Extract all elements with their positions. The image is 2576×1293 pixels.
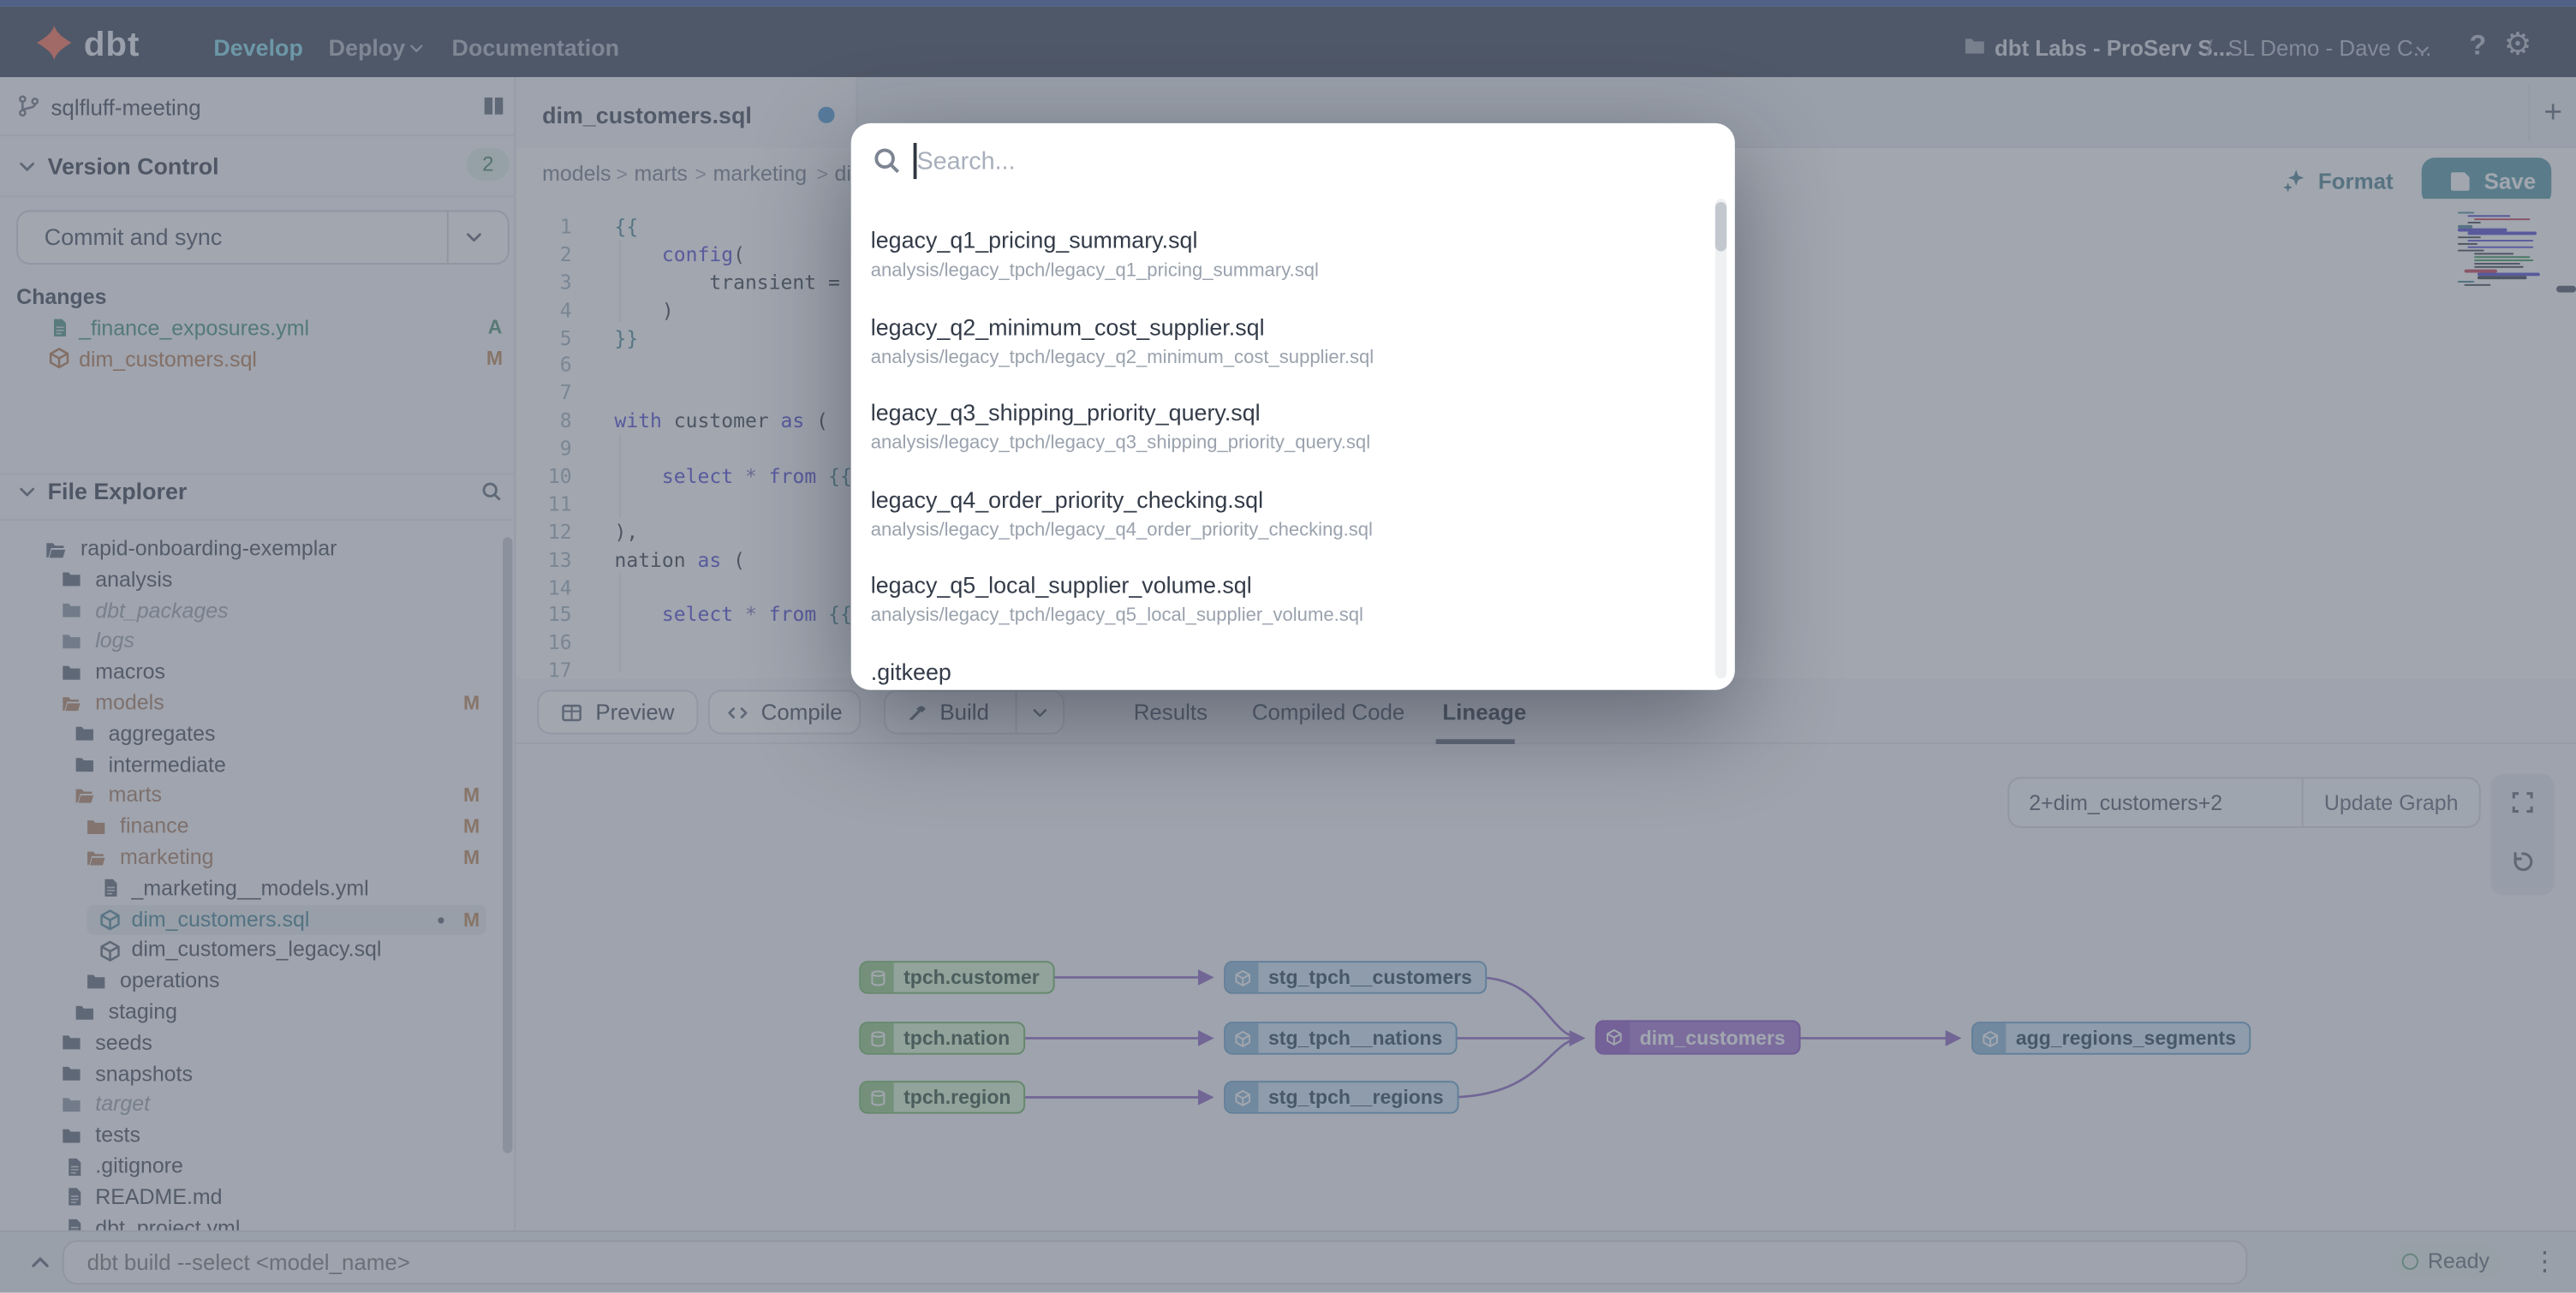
result-file-name: legacy_q4_order_priority_checking.sql bbox=[870, 486, 1264, 513]
result-file-name: legacy_q2_minimum_cost_supplier.sql bbox=[870, 313, 1265, 340]
result-file-path: analysis/legacy_tpch/legacy_q1_pricing_s… bbox=[870, 261, 1319, 282]
result-file-path: analysis/legacy_tpch/legacy_q5_local_sup… bbox=[870, 606, 1363, 627]
result-file-name: legacy_q1_pricing_summary.sql bbox=[870, 226, 1198, 253]
modal-search-input[interactable] bbox=[916, 136, 1640, 186]
text-cursor bbox=[913, 142, 916, 180]
search-result-item[interactable]: legacy_q3_shipping_priority_query.sql an… bbox=[871, 400, 1660, 454]
result-file-path: analysis/legacy_tpch/legacy_q3_shipping_… bbox=[870, 433, 1371, 454]
search-result-item[interactable]: legacy_q2_minimum_cost_supplier.sql anal… bbox=[871, 313, 1660, 367]
search-result-item[interactable]: legacy_q4_order_priority_checking.sql an… bbox=[871, 486, 1660, 539]
search-result-item[interactable]: .gitkeep bbox=[871, 658, 1660, 685]
search-icon bbox=[871, 145, 902, 176]
file-search-modal: legacy_q1_pricing_summary.sql analysis/l… bbox=[850, 122, 1735, 690]
result-file-name: legacy_q5_local_supplier_volume.sql bbox=[870, 572, 1252, 599]
search-result-item[interactable]: legacy_q1_pricing_summary.sql analysis/l… bbox=[871, 227, 1660, 281]
result-file-path: analysis/legacy_tpch/legacy_q4_order_pri… bbox=[870, 520, 1373, 540]
modal-scrollbar-track[interactable] bbox=[1714, 199, 1727, 679]
search-result-item[interactable]: legacy_q5_local_supplier_volume.sql anal… bbox=[871, 572, 1660, 626]
result-file-name: .gitkeep bbox=[870, 658, 951, 685]
result-file-path: analysis/legacy_tpch/legacy_q2_minimum_c… bbox=[870, 347, 1374, 367]
result-file-name: legacy_q3_shipping_priority_query.sql bbox=[870, 399, 1261, 426]
modal-scrollbar-thumb[interactable] bbox=[1714, 201, 1727, 252]
